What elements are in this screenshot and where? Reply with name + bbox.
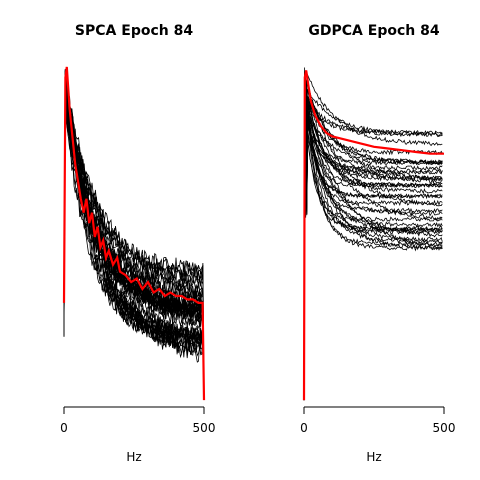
spca-x-axis-label: Hz xyxy=(126,450,141,464)
spca-x-tick-label-0: 0 xyxy=(60,421,68,435)
spca-panel: SPCA Epoch 84 0 500 Hz xyxy=(60,23,215,464)
gdpca-title: GDPCA Epoch 84 xyxy=(308,23,439,39)
gdpca-x-tick-label-0: 0 xyxy=(300,421,308,435)
spca-background-series xyxy=(64,69,204,396)
gdpca-panel: GDPCA Epoch 84 0 500 Hz xyxy=(300,23,455,464)
spca-x-tick-label-500: 500 xyxy=(193,421,216,435)
spca-background-series-line xyxy=(64,77,204,396)
gdpca-background-series xyxy=(304,68,442,401)
gdpca-background-series-line xyxy=(304,98,442,400)
spca-title: SPCA Epoch 84 xyxy=(75,23,193,39)
gdpca-background-series-line xyxy=(304,76,442,400)
gdpca-background-series-line xyxy=(304,75,442,400)
gdpca-background-series-line xyxy=(304,99,442,400)
gdpca-background-series-line xyxy=(304,98,442,400)
gdpca-highlight-series xyxy=(304,70,444,400)
gdpca-x-axis-label: Hz xyxy=(366,450,381,464)
gdpca-background-series-line xyxy=(304,74,442,400)
gdpca-background-series-line xyxy=(304,104,442,400)
gdpca-x-tick-label-500: 500 xyxy=(433,421,456,435)
